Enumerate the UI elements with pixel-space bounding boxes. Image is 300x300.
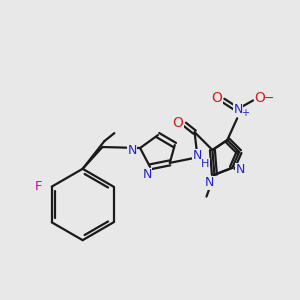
Text: N: N [236, 163, 245, 176]
Text: H: H [201, 159, 210, 169]
Text: O: O [211, 92, 222, 106]
Text: F: F [35, 180, 43, 193]
Text: +: + [241, 108, 249, 118]
Text: N: N [205, 176, 214, 189]
Text: N: N [128, 143, 137, 157]
Text: O: O [254, 92, 266, 106]
Text: O: O [172, 116, 183, 130]
Text: −: − [264, 92, 274, 105]
Text: N: N [233, 103, 243, 116]
Text: N: N [193, 149, 202, 162]
Text: N: N [142, 168, 152, 181]
